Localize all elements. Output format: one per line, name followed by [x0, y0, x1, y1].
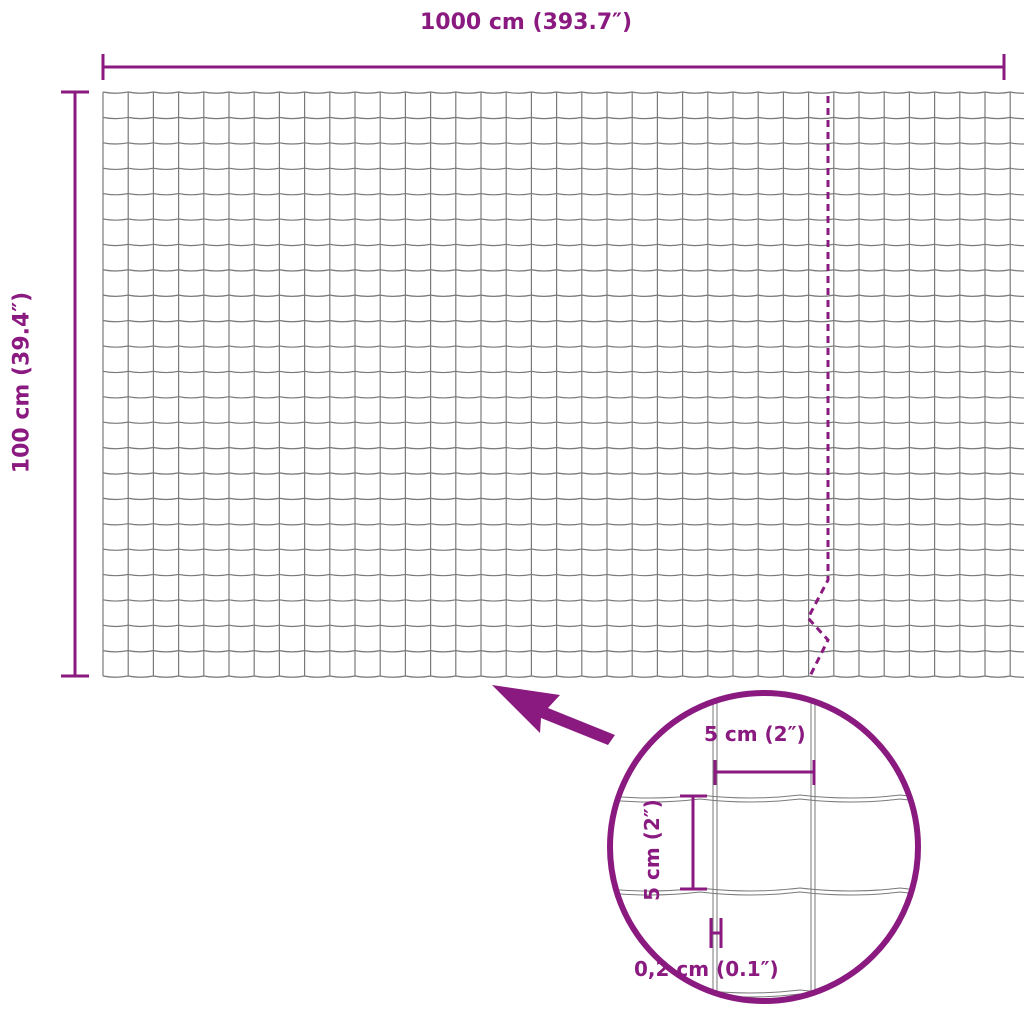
horizontal-wire: [102, 396, 1024, 399]
horizontal-wire: [102, 624, 1024, 628]
horizontal-wire: [102, 269, 1024, 272]
horizontal-wire: [102, 649, 1024, 653]
roll-cut-dashed-line: [806, 96, 830, 677]
horizontal-wire: [102, 116, 1024, 120]
horizontal-wire: [102, 370, 1024, 374]
height-label: 100 cm (39.4″): [9, 291, 35, 474]
horizontal-wire: [102, 319, 1024, 323]
horizontal-wire: [102, 599, 1024, 602]
detail-horizontal-wire: [610, 794, 918, 799]
horizontal-wire: [102, 91, 1024, 94]
detail-horizontal-wire: [610, 887, 918, 892]
wire-mesh-roll: [102, 91, 1024, 678]
mesh-width-label: 5 cm (2″): [704, 722, 806, 746]
horizontal-wire: [102, 675, 1024, 678]
horizontal-wire: [102, 548, 1024, 551]
horizontal-wire: [102, 497, 1024, 501]
horizontal-wire: [102, 446, 1024, 450]
detail-magnifier: [607, 690, 921, 1004]
horizontal-wire: [102, 142, 1024, 145]
horizontal-wire: [102, 421, 1024, 424]
width-label: 1000 cm (393.7″): [420, 10, 633, 35]
horizontal-wire: [102, 243, 1024, 247]
mesh-height-label: 5 cm (2″): [640, 799, 664, 901]
height-dimension-line: [61, 90, 89, 678]
horizontal-wire: [102, 167, 1024, 171]
arrow-icon: [492, 685, 615, 745]
wire-thickness-label: 0,2 cm (0.1″): [634, 957, 779, 981]
horizontal-wire: [102, 345, 1024, 348]
horizontal-wire: [102, 523, 1024, 526]
horizontal-wire: [102, 472, 1024, 475]
detail-horizontal-wire: [610, 798, 918, 803]
horizontal-wire: [102, 573, 1024, 577]
horizontal-wire: [102, 192, 1024, 196]
detail-horizontal-wire: [610, 891, 918, 896]
width-dimension-line: [101, 54, 1006, 80]
horizontal-wire: [102, 294, 1024, 297]
horizontal-wire: [102, 218, 1024, 221]
